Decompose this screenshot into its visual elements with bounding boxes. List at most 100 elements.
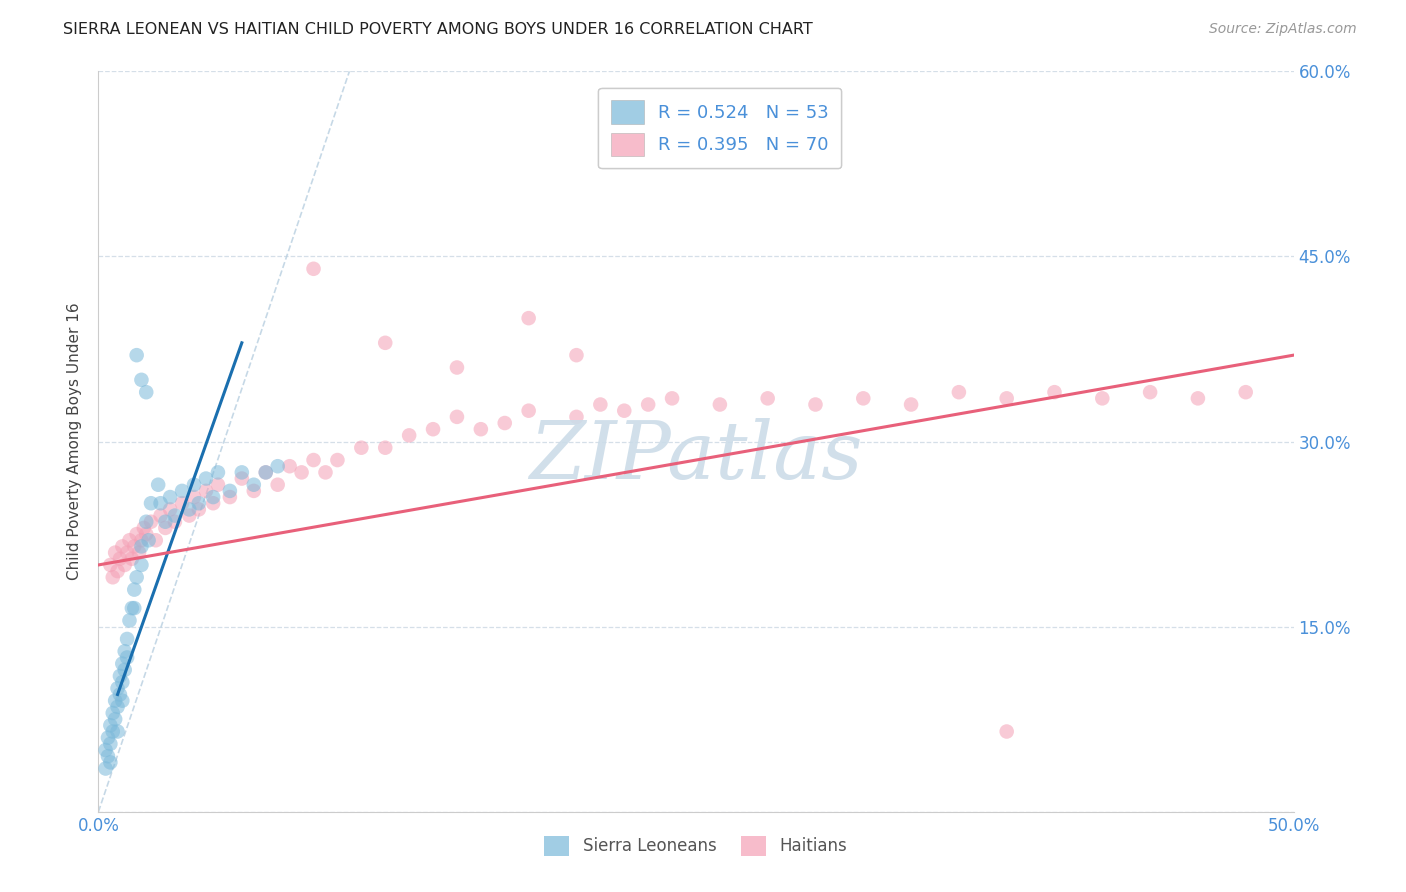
Point [661,392,683,406]
Point [148,477,170,491]
Text: ZIPatlas: ZIPatlas [529,417,863,495]
Point [108,551,131,566]
Point [995,724,1018,739]
Point [98,756,122,770]
Point [267,459,290,474]
Point [709,398,731,412]
Point [374,441,396,455]
Point [104,546,127,560]
Point [326,453,349,467]
Point [278,459,301,474]
Point [104,712,127,726]
Point [1234,385,1257,400]
Point [107,681,129,696]
Point [135,527,157,541]
Point [422,422,444,436]
Point [111,694,134,708]
Point [398,428,420,442]
Point [97,731,120,745]
Point [1043,385,1066,400]
Point [302,261,325,276]
Point [118,533,141,548]
Point [254,466,277,480]
Point [108,669,131,683]
Point [101,706,124,720]
Point [637,398,659,412]
Point [155,521,177,535]
Point [115,650,138,665]
Point [98,558,122,572]
Point [139,496,162,510]
Point [121,551,143,566]
Point [231,471,253,485]
Point [159,490,181,504]
Point [115,546,138,560]
Point [107,724,129,739]
Point [219,490,242,504]
Point [446,409,468,424]
Point [149,508,172,523]
Point [804,398,827,412]
Point [187,496,209,510]
Point [98,718,122,732]
Point [589,398,612,412]
Point [131,533,153,548]
Point [124,582,146,597]
Point [207,466,229,480]
Point [207,477,229,491]
Point [124,601,146,615]
Point [948,385,970,400]
Point [155,515,177,529]
Point [101,724,124,739]
Point [852,392,875,406]
Point [195,483,218,498]
Point [163,508,186,523]
Point [98,737,122,751]
Point [114,644,136,658]
Point [131,540,153,554]
Legend: R = 0.524   N = 53, R = 0.395   N = 70: R = 0.524 N = 53, R = 0.395 N = 70 [599,87,841,169]
Point [172,483,194,498]
Point [125,348,148,362]
Point [114,663,136,677]
Point [131,373,153,387]
Point [267,477,290,491]
Point [163,515,186,529]
Point [613,403,636,417]
Point [494,416,516,430]
Point [243,477,266,491]
Point [291,466,314,480]
Point [107,699,129,714]
Point [231,466,253,480]
Text: Source: ZipAtlas.com: Source: ZipAtlas.com [1209,22,1357,37]
Point [111,540,134,554]
Point [179,502,201,516]
Point [111,675,134,690]
Point [374,335,396,350]
Point [243,483,266,498]
Point [183,477,205,491]
Y-axis label: Child Poverty Among Boys Under 16: Child Poverty Among Boys Under 16 [67,302,83,581]
Point [111,657,134,671]
Point [219,483,242,498]
Point [108,688,131,702]
Point [446,360,468,375]
Text: SIERRA LEONEAN VS HAITIAN CHILD POVERTY AMONG BOYS UNDER 16 CORRELATION CHART: SIERRA LEONEAN VS HAITIAN CHILD POVERTY … [63,22,813,37]
Point [135,515,157,529]
Point [138,533,160,548]
Point [900,398,922,412]
Point [195,471,218,485]
Point [187,502,209,516]
Point [172,496,194,510]
Point [517,403,540,417]
Point [179,508,201,523]
Point [202,496,225,510]
Point [145,533,167,548]
Point [315,466,337,480]
Point [254,466,277,480]
Point [350,441,373,455]
Point [101,570,124,584]
Point [124,540,146,554]
Point [94,762,117,776]
Point [565,348,588,362]
